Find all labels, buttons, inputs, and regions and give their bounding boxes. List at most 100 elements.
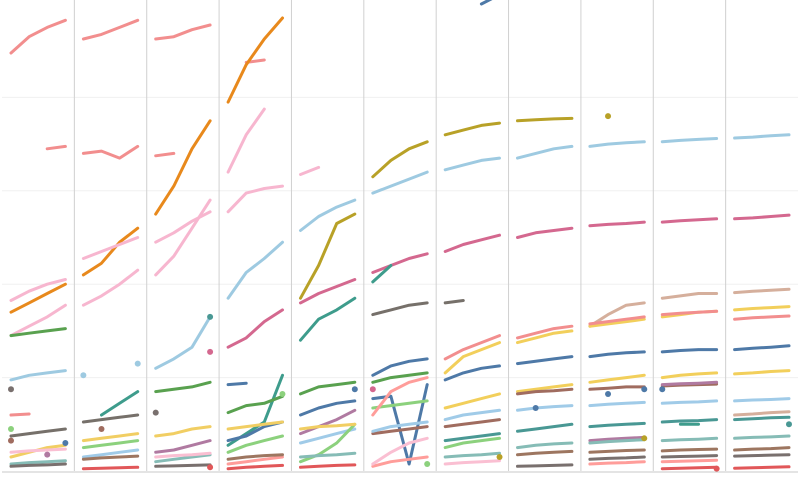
series-line: [81, 413, 140, 424]
series-line: [588, 460, 646, 466]
series-line: [516, 387, 574, 396]
series-line: [516, 144, 574, 160]
series-line: [81, 18, 140, 41]
series-line: [443, 364, 501, 382]
data-point: [351, 386, 358, 393]
data-point: [786, 421, 792, 428]
series-line: [299, 422, 357, 464]
data-point: [532, 404, 539, 411]
series-line: [733, 314, 791, 321]
series-line: [371, 301, 429, 317]
series-line: [733, 410, 791, 417]
series-line: [81, 432, 140, 443]
data-point: [152, 409, 159, 416]
series-line: [660, 454, 719, 459]
series-line: [154, 453, 212, 464]
series-line: [443, 121, 501, 137]
series-line: [516, 383, 574, 394]
series-line: [660, 380, 719, 387]
series-line: [733, 446, 791, 452]
series-line: [588, 140, 646, 148]
series-line: [154, 198, 212, 277]
series-line: [660, 399, 719, 405]
series-line: [9, 369, 67, 382]
data-point: [496, 453, 503, 460]
series-line: [371, 371, 429, 384]
series-line: [516, 355, 574, 366]
series-line: [588, 455, 646, 461]
series-line: [733, 133, 791, 140]
series-line: [733, 305, 791, 312]
series-line: [516, 449, 574, 457]
series-line: [733, 465, 791, 470]
series-line: [733, 213, 791, 221]
series-line: [45, 144, 67, 151]
series-line: [516, 441, 574, 450]
series-line: [154, 210, 212, 244]
series-line: [226, 308, 284, 349]
series-line: [443, 459, 501, 466]
series-line: [226, 463, 284, 471]
series-line: [371, 140, 429, 179]
series-line: [733, 344, 791, 352]
series-line: [371, 399, 429, 410]
series-line: [226, 394, 284, 415]
series-line: [299, 165, 321, 176]
data-point: [659, 386, 666, 393]
series-line: [660, 458, 719, 464]
series-line: [371, 376, 429, 417]
series-line: [660, 309, 719, 317]
data-point: [641, 386, 648, 393]
series-line: [588, 301, 646, 328]
series-line: [226, 381, 248, 387]
series-line: [9, 282, 67, 314]
point-layer: [8, 113, 792, 472]
series-line: [154, 315, 212, 370]
series-line: [226, 455, 284, 466]
series-line: [9, 327, 67, 338]
data-point: [80, 372, 87, 379]
series-line: [81, 465, 140, 471]
series-line: [299, 399, 357, 417]
series-line: [9, 447, 67, 454]
series-line: [588, 220, 646, 228]
data-point: [8, 386, 14, 393]
series-line: [371, 420, 429, 433]
series-line: [226, 107, 266, 174]
series-line: [154, 119, 212, 216]
series-line: [226, 16, 284, 104]
series-line: [733, 369, 791, 376]
series-line: [733, 397, 791, 403]
series-line: [299, 278, 357, 305]
series-line: [299, 198, 357, 232]
series-line: [81, 144, 140, 160]
series-line: [100, 390, 140, 417]
data-point: [207, 313, 214, 320]
data-point: [641, 435, 648, 442]
series-line: [516, 404, 574, 412]
series-line: [371, 455, 429, 468]
data-point: [713, 465, 720, 472]
series-line: [588, 373, 646, 384]
series-line: [81, 268, 140, 307]
series-layer: [9, 0, 791, 471]
series-line: [154, 451, 212, 459]
series-line: [660, 418, 719, 424]
series-line: [154, 380, 212, 394]
series-line: [9, 427, 67, 438]
series-line: [516, 329, 574, 345]
series-line: [81, 448, 140, 459]
series-line: [299, 427, 357, 445]
series-line: [9, 278, 67, 302]
series-line: [660, 447, 719, 453]
series-line: [371, 264, 393, 284]
series-line: [371, 252, 429, 274]
series-line: [226, 420, 284, 431]
series-line: [9, 459, 67, 466]
data-point: [605, 113, 612, 120]
series-line: [733, 415, 791, 422]
data-point: [44, 451, 51, 458]
series-line: [226, 240, 284, 300]
